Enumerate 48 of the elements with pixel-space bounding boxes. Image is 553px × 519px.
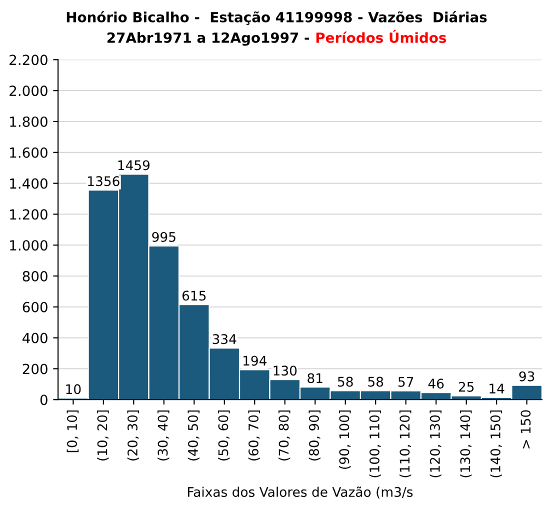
x-tick-label: > 150 [520,410,531,448]
x-tick-label: (70, 80] [278,410,290,460]
x-tick-label: (30, 40] [158,410,170,460]
x-tick-label: (10, 20] [97,410,109,460]
data-label: 194 [243,356,266,366]
y-tick-label: 2.000 [10,86,48,96]
x-tick-label: (120, 130] [430,410,442,478]
data-label: 58 [338,376,353,387]
data-label: 130 [274,366,297,376]
x-tick-label: (20, 30] [127,410,140,460]
data-label: 1459 [118,160,150,170]
x-tick-label: (60, 70] [248,410,260,460]
y-tick-label: 1.400 [10,178,48,189]
y-tick-label: 2.200 [10,54,48,66]
data-label: 25 [458,382,474,392]
x-tick-label: (110, 120] [399,410,412,478]
data-label: 10 [66,384,81,394]
y-tick-label: 1.000 [10,240,48,251]
y-tick-label: 1.200 [10,209,48,220]
y-tick-label: 800 [22,270,48,282]
data-label: 334 [212,334,236,344]
y-tick-label: 1.600 [10,147,48,158]
data-label: 93 [519,371,534,382]
x-axis-title: Faixas dos Valores de Vazão (m3/s [188,486,413,499]
x-tick-label: (40, 50] [188,410,200,460]
y-tick-label: 600 [22,302,48,312]
x-tick-label: (90, 100] [338,410,351,469]
x-tick-label: (140, 150] [490,410,502,478]
data-label: 58 [368,376,384,387]
data-label: 14 [490,384,504,394]
y-tick-label: 1.800 [10,116,48,127]
x-tick-label: [0, 10] [66,410,79,452]
chart-subtitle: 27Abr1971 a 12Ago1997 - [107,32,310,46]
x-tick-label: (80, 90] [308,410,321,460]
data-label: 995 [152,232,176,242]
data-label: 46 [428,378,444,389]
x-tick-label: (130, 140] [460,410,472,478]
data-label: 1356 [88,176,120,186]
data-label: 81 [308,373,322,384]
x-tick-label: (100, 110] [369,410,381,478]
y-tick-label: 400 [22,332,48,344]
chart-title: Honório Bicalho - Estação 41199998 - Vazões Diárias [66,11,487,25]
y-tick-label: 200 [22,364,48,374]
y-tick-label: 0 [40,394,48,406]
text: Períodos Úmidos [316,30,446,43]
data-label: 615 [182,290,206,301]
x-tick-label: (50, 60] [218,410,230,460]
data-label: 57 [398,377,414,387]
